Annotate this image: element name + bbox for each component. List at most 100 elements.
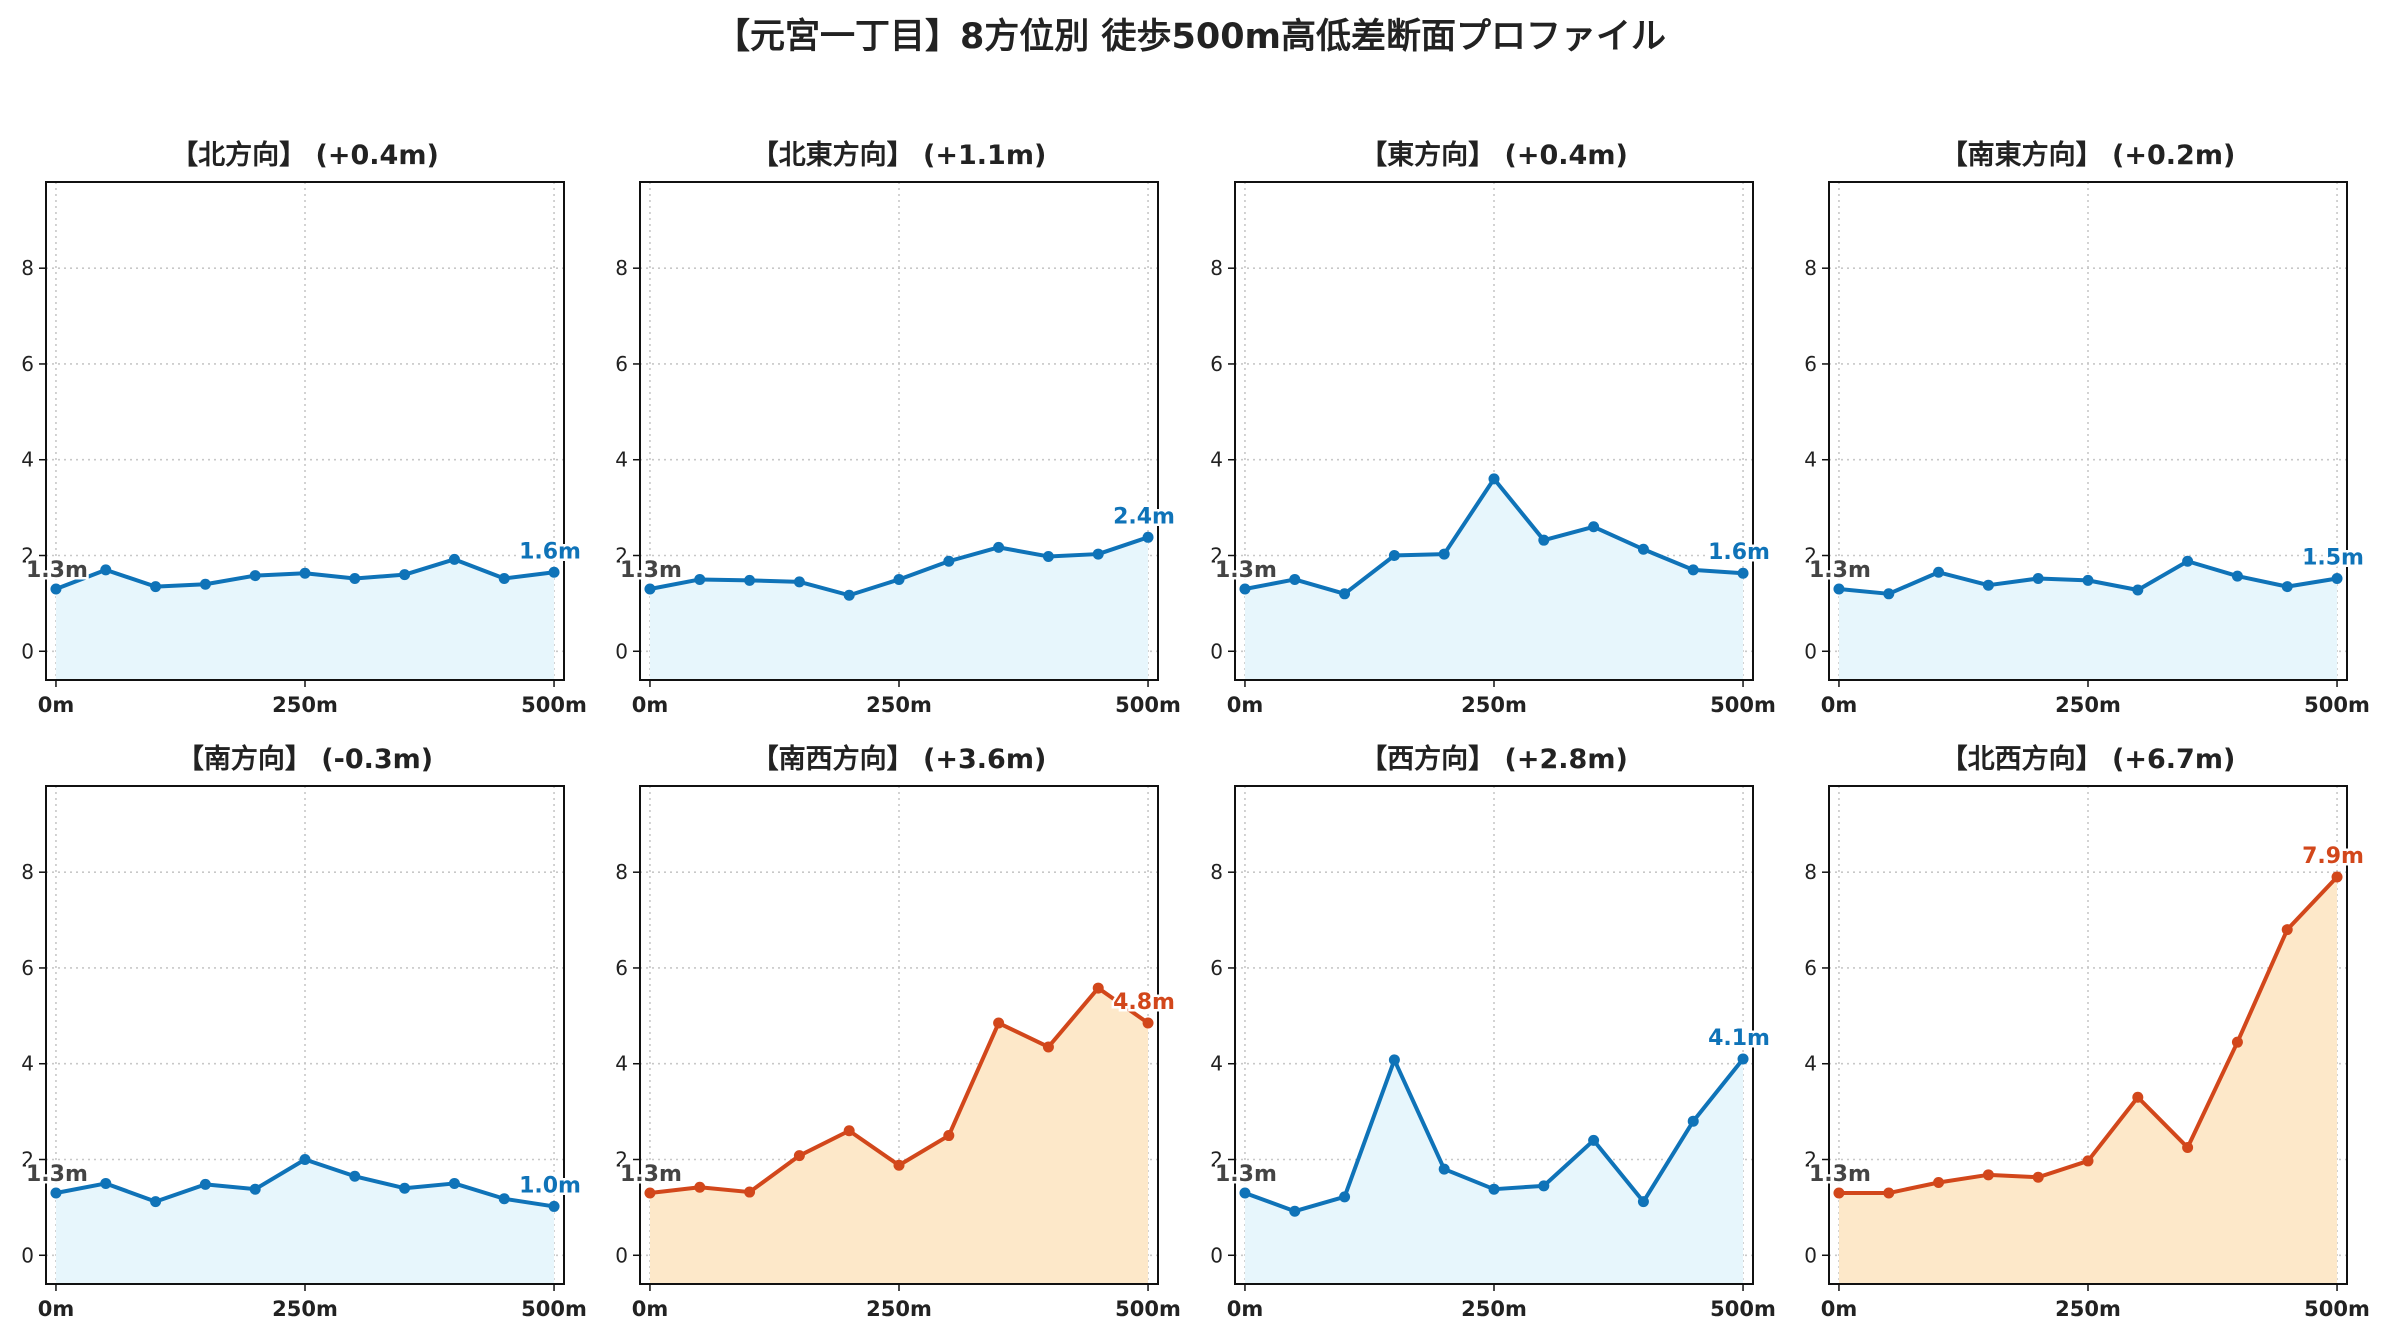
data-point xyxy=(548,566,560,578)
data-point xyxy=(448,553,460,565)
data-point xyxy=(1488,473,1500,485)
data-point xyxy=(1388,1054,1400,1066)
data-point xyxy=(1388,550,1400,561)
data-point xyxy=(1438,548,1450,560)
data-point xyxy=(1289,1205,1301,1217)
chart-title: 【北西方向】 (+6.7m) xyxy=(1941,743,2236,775)
y-tick-label: 8 xyxy=(21,860,34,884)
y-tick-label: 0 xyxy=(1210,639,1223,663)
y-tick-label: 0 xyxy=(21,1243,34,1267)
y-tick-label: 0 xyxy=(615,639,628,663)
data-point xyxy=(199,578,211,590)
data-point xyxy=(1687,564,1699,576)
chart-title: 【南東方向】 (+0.2m) xyxy=(1941,139,2236,171)
y-tick-label: 0 xyxy=(615,1243,628,1267)
data-point xyxy=(150,1196,162,1208)
y-tick-label: 8 xyxy=(1210,256,1223,280)
data-point xyxy=(2331,871,2343,883)
x-tick-label: 500m xyxy=(521,693,587,717)
data-point xyxy=(2032,1171,2044,1183)
x-tick-label: 250m xyxy=(1461,693,1527,717)
start-value-label: 1.3m xyxy=(1215,1162,1277,1187)
start-value-label: 1.3m xyxy=(26,558,88,583)
x-tick-label: 250m xyxy=(272,1297,338,1321)
data-point xyxy=(1933,1176,1945,1188)
end-value-label: 2.4m xyxy=(1113,504,1175,529)
area-fill xyxy=(649,988,1149,1284)
data-point xyxy=(2132,584,2144,596)
data-point xyxy=(1883,588,1895,600)
end-value-label: 1.5m xyxy=(2302,545,2364,570)
data-point xyxy=(1982,579,1994,591)
chart-panel: 【南西方向】 (+3.6m) 0 2 4 6 8 0m 250m 500m 1.3m 4.8m xyxy=(615,743,1181,1321)
x-tick-label: 250m xyxy=(1461,1297,1527,1321)
data-point xyxy=(943,1130,955,1142)
data-point xyxy=(1488,1183,1500,1195)
data-point xyxy=(1239,1187,1251,1199)
chart-panel: 【北西方向】 (+6.7m) 0 2 4 6 8 0m 250m 500m 1.3m 7.9m xyxy=(1804,743,2370,1321)
area-fill xyxy=(1244,1058,1744,1284)
x-tick-label: 250m xyxy=(2055,1297,2121,1321)
x-tick-label: 500m xyxy=(2304,1297,2370,1321)
y-tick-label: 4 xyxy=(21,448,34,472)
x-tick-label: 250m xyxy=(272,693,338,717)
chart-panel: 【南方向】 (-0.3m) 0 2 4 6 8 0m 250m 500m 1.3m 1.0m xyxy=(21,743,587,1321)
chart-title: 【西方向】 (+2.8m) xyxy=(1360,743,1628,775)
data-point xyxy=(249,1183,261,1195)
data-point xyxy=(1438,1163,1450,1175)
data-point xyxy=(744,574,756,586)
data-point xyxy=(50,1187,62,1199)
data-point xyxy=(1833,583,1845,595)
y-tick-label: 8 xyxy=(615,860,628,884)
x-tick-label: 500m xyxy=(1115,693,1181,717)
data-point xyxy=(100,1177,112,1189)
data-point xyxy=(199,1178,211,1190)
chart-panel: 【北方向】 (+0.4m) 0 2 4 6 8 0m 250m 500m 1.3m 1.6m xyxy=(21,139,587,717)
data-point xyxy=(993,1017,1005,1029)
y-tick-label: 4 xyxy=(1210,1052,1223,1076)
data-point xyxy=(644,1187,656,1199)
y-tick-label: 8 xyxy=(1804,256,1817,280)
y-tick-label: 0 xyxy=(1804,639,1817,663)
data-point xyxy=(1833,1187,1845,1199)
chart-title: 【東方向】 (+0.4m) xyxy=(1360,139,1628,171)
x-tick-label: 250m xyxy=(866,693,932,717)
chart-title: 【南西方向】 (+3.6m) xyxy=(752,743,1047,775)
x-tick-label: 0m xyxy=(1227,693,1264,717)
data-point xyxy=(249,570,261,582)
chart-title: 【北東方向】 (+1.1m) xyxy=(752,139,1047,171)
data-point xyxy=(2231,570,2243,582)
x-tick-label: 250m xyxy=(2055,693,2121,717)
data-point xyxy=(1289,573,1301,585)
y-tick-label: 2 xyxy=(1804,544,1817,568)
area-fill xyxy=(649,537,1149,680)
data-point xyxy=(1092,982,1104,994)
data-point xyxy=(1982,1169,1994,1181)
data-point xyxy=(694,573,706,585)
data-point xyxy=(694,1181,706,1193)
chart-title: 【北方向】 (+0.4m) xyxy=(171,139,439,171)
data-point xyxy=(1588,1134,1600,1146)
data-point xyxy=(843,589,855,601)
x-tick-label: 0m xyxy=(1821,693,1858,717)
data-point xyxy=(2281,581,2293,593)
y-tick-label: 0 xyxy=(1804,1243,1817,1267)
x-tick-label: 0m xyxy=(632,1297,669,1321)
data-point xyxy=(448,1177,460,1189)
start-value-label: 1.3m xyxy=(1809,558,1871,583)
data-point xyxy=(150,581,162,593)
data-point xyxy=(1737,567,1749,579)
page-title: 【元宮一丁目】8方位別 徒歩500m高低差断面プロファイル xyxy=(714,17,1667,57)
y-tick-label: 8 xyxy=(615,256,628,280)
data-point xyxy=(1142,1017,1154,1029)
data-point xyxy=(1637,1196,1649,1208)
data-point xyxy=(1883,1187,1895,1199)
data-point xyxy=(498,1193,510,1205)
start-value-label: 1.3m xyxy=(620,1162,682,1187)
x-tick-label: 500m xyxy=(2304,693,2370,717)
data-point xyxy=(498,572,510,584)
data-point xyxy=(1142,531,1154,543)
end-value-label: 1.0m xyxy=(519,1173,581,1198)
y-tick-label: 6 xyxy=(1210,352,1223,376)
